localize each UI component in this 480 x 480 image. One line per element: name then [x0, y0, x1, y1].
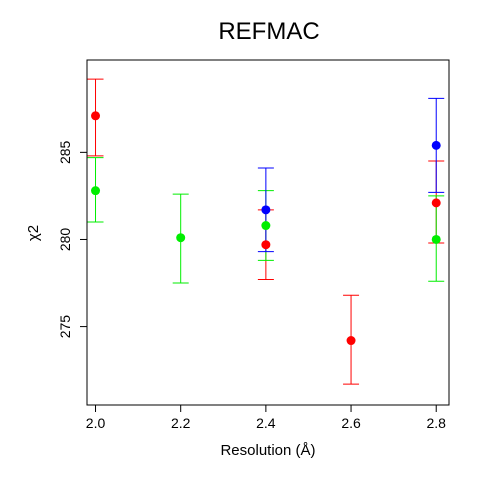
data-point — [261, 221, 271, 231]
x-tick-label: 2.0 — [86, 415, 106, 431]
data-point — [431, 234, 441, 244]
x-axis-label: Resolution (Å) — [220, 442, 315, 459]
x-tick-label: 2.4 — [256, 415, 276, 431]
x-tick-label: 2.8 — [426, 415, 446, 431]
y-tick-label: 285 — [57, 140, 73, 164]
data-point — [261, 240, 271, 250]
data-point — [91, 186, 101, 196]
x-tick-label: 2.2 — [171, 415, 191, 431]
data-point — [261, 205, 271, 215]
chart-title: REFMAC — [218, 18, 319, 45]
y-axis-label: χ2 — [25, 225, 42, 241]
data-marks — [87, 78, 445, 385]
plot-frame — [86, 59, 450, 406]
data-point — [91, 111, 101, 121]
x-axis: 2.0 2.2 2.4 2.6 2.8 — [86, 405, 446, 431]
data-point — [176, 233, 186, 243]
data-point — [346, 336, 356, 346]
y-tick-label: 275 — [57, 315, 73, 339]
y-axis: 275 280 285 — [57, 140, 87, 338]
data-point — [431, 140, 441, 150]
x-tick-label: 2.6 — [341, 415, 361, 431]
y-tick-label: 280 — [57, 228, 73, 252]
data-point — [431, 198, 441, 208]
